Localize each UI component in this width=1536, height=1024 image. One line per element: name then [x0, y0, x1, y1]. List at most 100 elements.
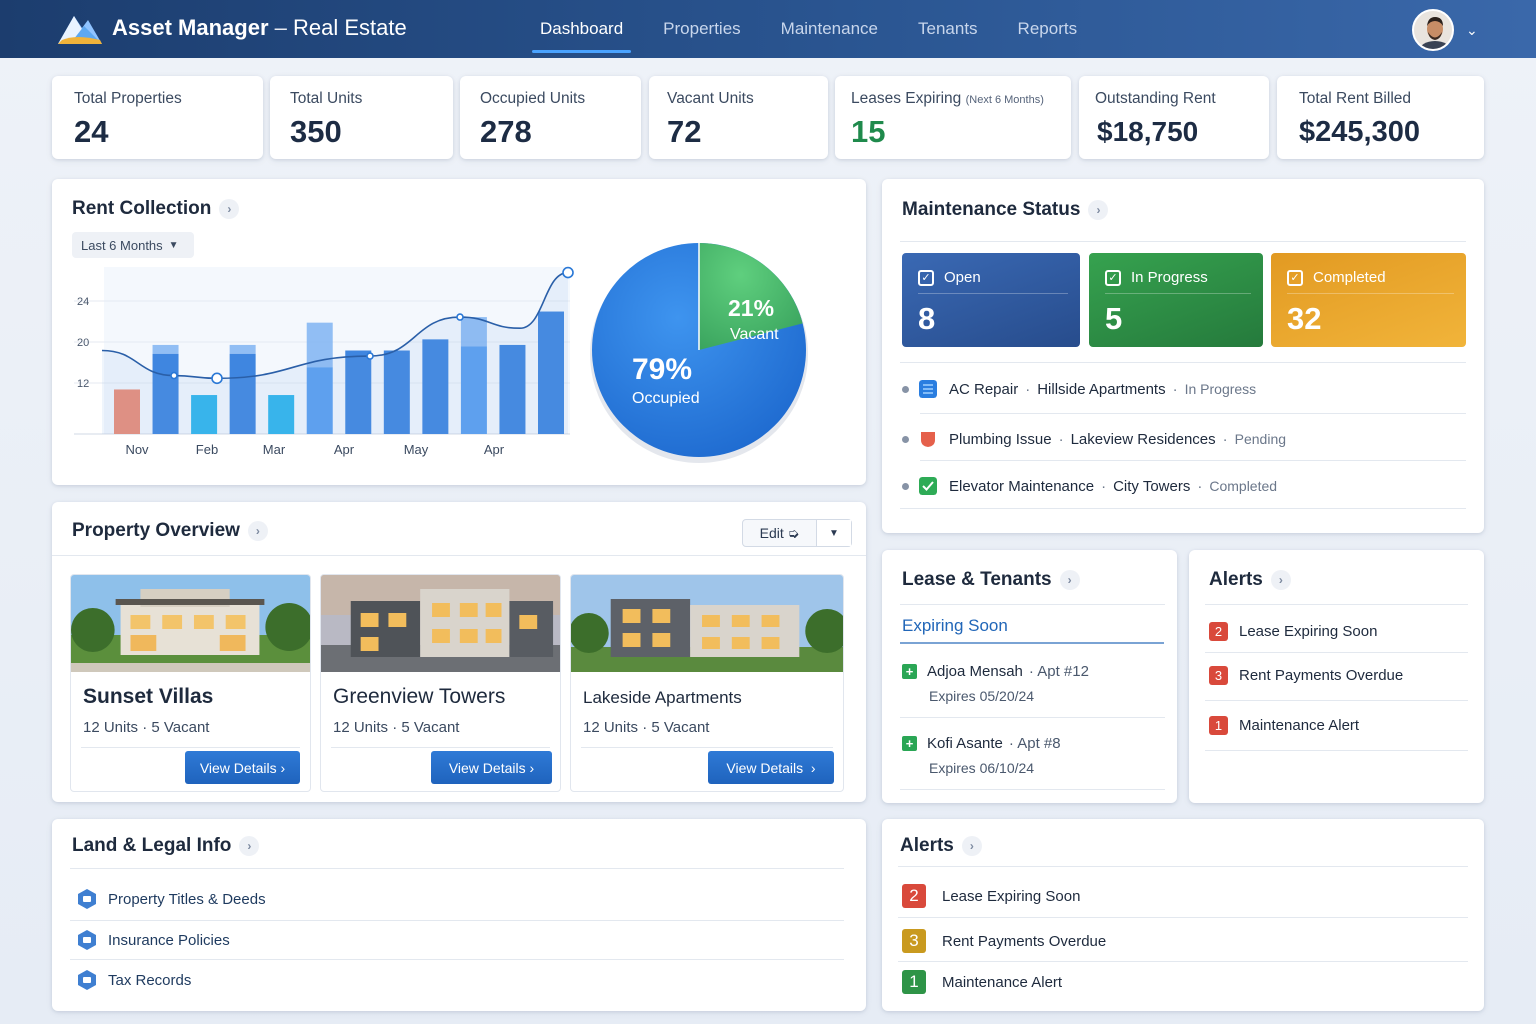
brand[interactable]: Asset Manager – Real Estate [56, 10, 407, 46]
rent-collection-chart: 24 20 12 Nov Feb Mar Apr May Apr [74, 243, 808, 463]
property-card-sunset-villas: Sunset Villas 12 Units · 5 Vacant View D… [70, 574, 311, 792]
pie-occupied-pct: 79% [632, 353, 693, 386]
bar [460, 346, 487, 434]
tile-value: 5 [1105, 301, 1123, 336]
alert-count-badge: 3 [1209, 666, 1228, 685]
chevron-right-icon[interactable]: › [1270, 570, 1291, 590]
divider [1287, 293, 1454, 294]
view-details-button[interactable]: View Details › [708, 751, 834, 784]
alert-count-badge: 1 [902, 970, 926, 994]
alert-item[interactable]: 1 Maintenance Alert [1209, 716, 1359, 735]
stat-total-rent-billed: Total Rent Billed $245,300 [1277, 76, 1484, 159]
view-details-button[interactable]: View Details › [431, 751, 552, 784]
stat-label: Total Rent Billed [1299, 90, 1412, 107]
alerts-card-large: Alerts › 2 Lease Expiring Soon 3 Rent Payme… [882, 819, 1484, 1011]
bar [268, 395, 295, 434]
nav-tenants[interactable]: Tenants [918, 19, 978, 38]
bar-top [152, 344, 179, 354]
tile-label: ✓ Completed [1287, 269, 1386, 286]
chevron-right-icon[interactable]: › [239, 836, 260, 856]
tab-underline [900, 642, 1164, 644]
stat-label: Total Properties [74, 90, 182, 107]
tenant-item[interactable]: + Adjoa Mensah · Apt #12 Expires 05/20/24 [902, 663, 1089, 704]
x-tick-label: Feb [196, 442, 218, 457]
period-dropdown[interactable]: Last 6 Months ▼ [72, 232, 194, 258]
y-tick-label: 12 [77, 378, 89, 390]
bar [345, 350, 372, 434]
tenant-expiry: Expires 05/20/24 [929, 688, 1035, 704]
maintenance-tile-open[interactable]: ✓ Open 8 [902, 253, 1080, 347]
property-units: 12 Units · 5 Vacant [83, 719, 210, 736]
edit-dropdown-caret[interactable]: ▼ [817, 520, 851, 546]
stat-leases-expiring: Leases Expiring (Next 6 Months) 15 [835, 76, 1071, 159]
user-avatar-icon [1414, 11, 1452, 49]
alert-count-badge: 2 [902, 884, 926, 908]
nav-reports[interactable]: Reports [1017, 19, 1078, 38]
chevron-down-icon[interactable]: ⌄ [1466, 22, 1478, 38]
x-tick-label: Nov [125, 442, 149, 457]
nav-properties[interactable]: Properties [663, 19, 741, 38]
alert-item[interactable]: 3 Rent Payments Overdue [1209, 666, 1403, 685]
stat-total-units: Total Units 350 [270, 76, 453, 159]
maintenance-tile-completed[interactable]: ✓ Completed 32 [1271, 253, 1466, 347]
chevron-right-icon[interactable]: › [961, 836, 982, 856]
tab-expiring-soon[interactable]: Expiring Soon [902, 616, 1008, 635]
divider [900, 789, 1165, 790]
legal-item[interactable]: Tax Records [76, 969, 191, 991]
chevron-right-icon[interactable]: › [1088, 200, 1109, 220]
alert-item[interactable]: 3 Rent Payments Overdue [902, 929, 1106, 953]
stat-occupied-units: Occupied Units 278 [460, 76, 641, 159]
bar [152, 353, 179, 434]
tile-value: 8 [918, 301, 936, 336]
divider [920, 460, 1466, 461]
tenant-name: + Kofi Asante · Apt #8 [902, 735, 1061, 752]
property-card-greenview-towers: Greenview Towers 12 Units · 5 Vacant Vie… [320, 574, 561, 792]
view-details-button[interactable]: View Details › [185, 751, 300, 784]
stat-value: 278 [480, 114, 532, 149]
pie-occupied-label: Occupied [632, 390, 700, 407]
alert-item[interactable]: 2 Lease Expiring Soon [1209, 622, 1377, 641]
plumbing-icon [921, 432, 935, 447]
check-icon [919, 477, 937, 495]
x-tick-label: Apr [334, 442, 355, 457]
stat-label: Outstanding Rent [1095, 90, 1216, 107]
divider [81, 747, 300, 748]
x-tick-label: May [404, 442, 429, 457]
stat-value: $245,300 [1299, 116, 1420, 148]
alert-item[interactable]: 1 Maintenance Alert [902, 970, 1062, 994]
maintenance-item[interactable]: Plumbing Issue · Lakeview Residences · Pendi… [902, 427, 1286, 451]
nav-maintenance[interactable]: Maintenance [780, 19, 878, 38]
stat-outstanding-rent: Outstanding Rent $18,750 [1079, 76, 1269, 159]
tile-value: 32 [1287, 301, 1322, 336]
maintenance-item[interactable]: AC Repair · Hillside Apartments · In Progres… [902, 377, 1256, 401]
legal-item[interactable]: Property Titles & Deeds [76, 888, 266, 910]
chevron-right-icon[interactable]: › [247, 521, 268, 541]
alert-item[interactable]: 2 Lease Expiring Soon [902, 884, 1080, 908]
tenant-item[interactable]: + Kofi Asante · Apt #8 Expires 06/10/24 [902, 735, 1061, 776]
bar-top [229, 344, 256, 354]
alerts-card-small: Alerts › 2 Lease Expiring Soon 3 Rent Payme… [1189, 550, 1484, 803]
maintenance-item[interactable]: Elevator Maintenance · City Towers · Complet… [902, 474, 1277, 498]
chevron-right-icon[interactable]: › [219, 199, 240, 219]
property-units: 12 Units · 5 Vacant [333, 719, 460, 736]
property-card-lakeside-apartments: Lakeside Apartments 12 Units · 5 Vacant … [570, 574, 844, 792]
trend-point [366, 352, 374, 360]
trend-point [170, 371, 178, 380]
alert-count-badge: 2 [1209, 622, 1228, 641]
tenant-name: + Adjoa Mensah · Apt #12 [902, 663, 1089, 680]
edit-button[interactable]: Edit ➭ [743, 520, 817, 546]
nav-dashboard[interactable]: Dashboard [520, 0, 643, 58]
ac-repair-icon [919, 380, 937, 398]
edit-button-group: Edit ➭ ▼ [742, 519, 852, 547]
maintenance-tile-in-progress[interactable]: ✓ In Progress 5 [1089, 253, 1263, 347]
stat-value: 350 [290, 114, 342, 149]
stat-value: 72 [667, 114, 702, 149]
trend-point [456, 313, 464, 321]
chevron-right-icon[interactable]: › [1059, 570, 1080, 590]
x-tick-label: Mar [263, 442, 286, 457]
divider [920, 413, 1466, 414]
x-tick-label: Apr [484, 442, 505, 457]
legal-item[interactable]: Insurance Policies [76, 929, 230, 951]
user-avatar[interactable] [1412, 9, 1454, 51]
property-overview-card: Property Overview › Edit ➭ ▼ Sunset Villa… [52, 502, 866, 802]
